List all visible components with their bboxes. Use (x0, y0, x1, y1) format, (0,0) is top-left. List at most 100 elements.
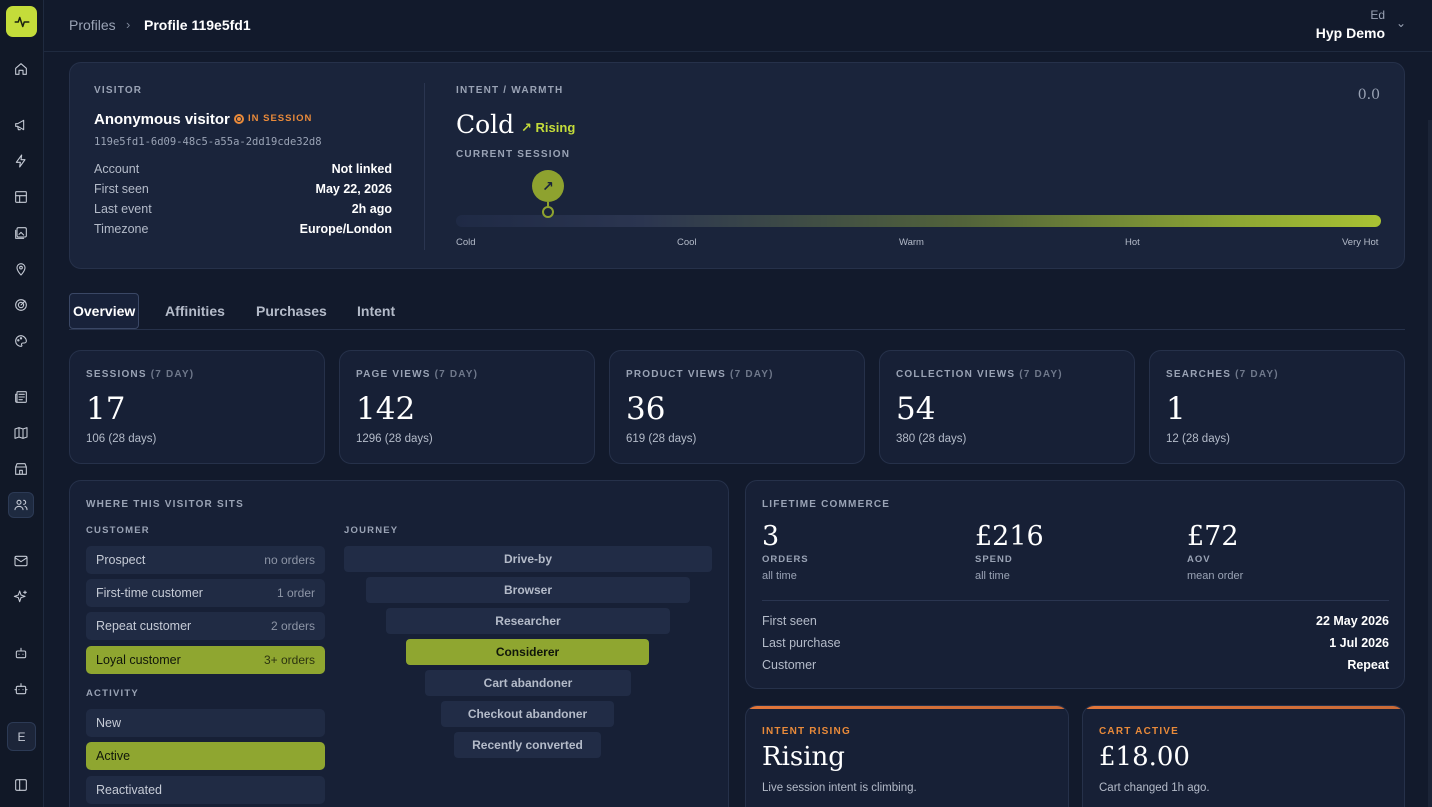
users-icon[interactable] (8, 492, 34, 518)
tab-overview[interactable]: Overview (69, 293, 140, 329)
trend-badge: ↗ Rising (521, 120, 575, 136)
segment-loyal: Loyal customer 3+ orders (86, 646, 325, 674)
warmth-marker (542, 206, 554, 218)
field-key: Account (94, 162, 140, 176)
bot-icon[interactable] (8, 640, 34, 666)
field-account: Account Not linked (94, 162, 392, 176)
field-first-seen: First seen May 22, 2026 (94, 182, 392, 196)
map-icon[interactable] (8, 420, 34, 446)
stat-value: 54 (896, 391, 936, 427)
scale-cold: Cold (456, 237, 476, 248)
newspaper-icon[interactable] (8, 384, 34, 410)
stat-card-product-views: PRODUCT VIEWS (7 DAY) 36 619 (28 days) (609, 350, 865, 464)
chevron-down-icon[interactable]: ⌄ (1395, 16, 1406, 30)
layout-icon[interactable] (8, 184, 34, 210)
status-badge: IN SESSION (234, 113, 312, 124)
stat-sub: 1296 (28 days) (356, 433, 433, 445)
stat-value: 142 (356, 391, 416, 427)
intent-section-label: INTENT / WARMTH (456, 85, 564, 96)
journey-cart-abandoner: Cart abandoner (425, 670, 631, 696)
user-name[interactable]: Hyp Demo (1315, 25, 1385, 41)
stat-sub: 619 (28 days) (626, 433, 697, 445)
tab-purchases[interactable]: Purchases (256, 303, 327, 319)
activity-new: New (86, 709, 325, 737)
stat-value: 36 (626, 391, 666, 427)
field-value: Not linked (331, 162, 392, 176)
stat-card-sessions: SESSIONS (7 DAY) 17 106 (28 days) (69, 350, 325, 464)
journey-considerer: Considerer (406, 639, 649, 665)
breadcrumb-profiles[interactable]: Profiles (69, 17, 116, 33)
segment-card-title: WHERE THIS VISITOR SITS (86, 499, 244, 510)
store-icon[interactable] (8, 456, 34, 482)
status-text: IN SESSION (248, 113, 313, 124)
metric-aov: £72 AOV mean order (1187, 521, 1244, 582)
palette-icon[interactable] (8, 328, 34, 354)
sidebar-toggle-icon[interactable] (8, 772, 34, 798)
field-value: Europe/London (299, 222, 392, 236)
stat-value: 1 (1166, 391, 1186, 427)
workspace-avatar[interactable]: E (7, 722, 36, 751)
journey-recently-converted: Recently converted (454, 732, 601, 758)
sparkle-icon[interactable] (8, 584, 34, 610)
alert-desc: Live session intent is climbing. (762, 782, 917, 794)
header: Profiles › Profile 119e5fd1 Ed Hyp Demo … (44, 0, 1432, 52)
gallery-icon[interactable] (8, 220, 34, 246)
tab-affinities[interactable]: Affinities (165, 303, 225, 319)
user-role: Ed (1370, 8, 1385, 22)
lightning-icon[interactable] (8, 148, 34, 174)
scale-cool: Cool (677, 237, 697, 248)
stat-sub: 380 (28 days) (896, 433, 967, 445)
activity-label: ACTIVITY (86, 688, 139, 699)
current-session-label: CURRENT SESSION (456, 149, 571, 160)
sidebar: E (0, 0, 44, 807)
stat-card-page-views: PAGE VIEWS (7 DAY) 142 1296 (28 days) (339, 350, 595, 464)
segment-repeat: Repeat customer 2 orders (86, 612, 325, 640)
divider (424, 83, 425, 250)
stat-label: SEARCHES (7 DAY) (1166, 369, 1279, 380)
lifetime-title: LIFETIME COMMERCE (762, 499, 891, 510)
journey-browser: Browser (366, 577, 690, 603)
arrow-up-right-icon: ↗ (532, 170, 564, 202)
field-key: First seen (94, 182, 149, 196)
intent-level: Cold (456, 110, 515, 139)
alert-label: CART ACTIVE (1099, 726, 1180, 737)
tab-intent[interactable]: Intent (357, 303, 396, 319)
intent-score: 0.0 (1357, 87, 1380, 103)
metric-orders: 3 ORDERS all time (762, 521, 809, 582)
lifetime-commerce-card: LIFETIME COMMERCE 3 ORDERS all time £216… (745, 480, 1405, 689)
visitor-section-label: VISITOR (94, 85, 143, 96)
stat-sub: 12 (28 days) (1166, 433, 1230, 445)
activity-active: Active (86, 742, 325, 770)
activity-reactivated: Reactivated (86, 776, 325, 804)
journey-label: JOURNEY (344, 525, 399, 536)
breadcrumb-current: Profile 119e5fd1 (144, 17, 251, 33)
stat-card-collection-views: COLLECTION VIEWS (7 DAY) 54 380 (28 days… (879, 350, 1135, 464)
visitor-id: 119e5fd1-6d09-48c5-a55a-2dd19cde32d8 (94, 136, 322, 148)
stat-sub: 106 (28 days) (86, 433, 157, 445)
tab-bar: Overview Affinities Purchases Intent (69, 293, 1405, 330)
megaphone-icon[interactable] (8, 112, 34, 138)
field-customer: Customer Repeat (762, 658, 1389, 672)
pulse-logo-icon[interactable] (6, 6, 37, 37)
radar-icon[interactable] (8, 292, 34, 318)
alert-value: £18.00 (1099, 742, 1190, 772)
alert-cart-active[interactable]: CART ACTIVE £18.00 Cart changed 1h ago. (1082, 705, 1405, 807)
field-timezone: Timezone Europe/London (94, 222, 392, 236)
field-key: Timezone (94, 222, 149, 236)
alert-label: INTENT RISING (762, 726, 851, 737)
stat-label: PRODUCT VIEWS (7 DAY) (626, 369, 774, 380)
stat-label: PAGE VIEWS (7 DAY) (356, 369, 479, 380)
field-value: 2h ago (351, 202, 392, 216)
field-first-seen: First seen 22 May 2026 (762, 614, 1389, 628)
field-value: May 22, 2026 (315, 182, 392, 196)
alert-accent-bar (746, 706, 1068, 709)
scrollbar[interactable] (1428, 120, 1432, 807)
location-pin-icon[interactable] (8, 256, 34, 282)
alert-intent-rising[interactable]: INTENT RISING Rising Live session intent… (745, 705, 1069, 807)
robot-icon[interactable] (8, 676, 34, 702)
alert-desc: Cart changed 1h ago. (1099, 782, 1210, 794)
mail-icon[interactable] (8, 548, 34, 574)
visitor-card: VISITOR Anonymous visitor IN SESSION 119… (69, 62, 1405, 269)
home-icon[interactable] (8, 56, 34, 82)
metric-spend: £216 SPEND all time (975, 521, 1044, 582)
